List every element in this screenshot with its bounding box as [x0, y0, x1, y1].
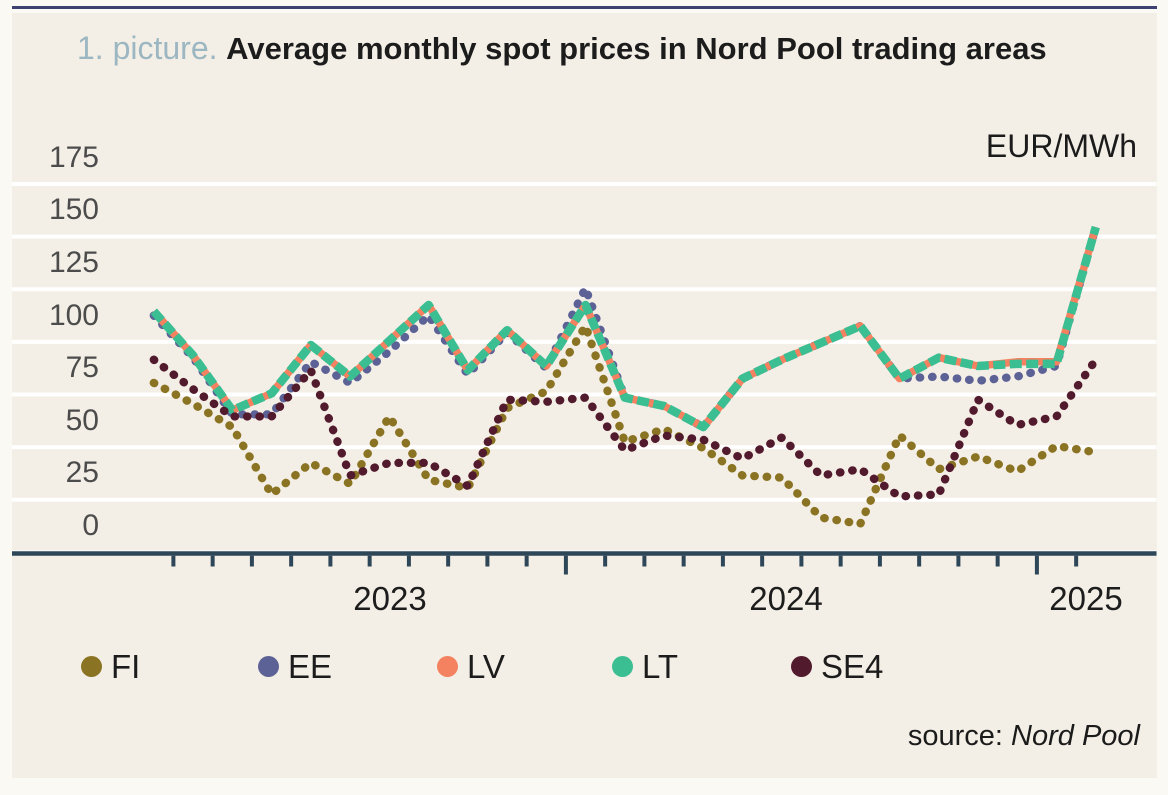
chart-title: 1. picture. Average monthly spot prices … — [77, 31, 1047, 66]
title-number: 1. picture. — [77, 30, 218, 66]
y-axis-label-175: 175 — [48, 140, 99, 174]
x-axis-label-2025: 2025 — [1049, 580, 1123, 617]
series-line-LT — [150, 225, 1100, 432]
source-note: source: Nord Pool — [908, 720, 1140, 753]
y-axis-label-50: 50 — [65, 403, 99, 437]
y-axis-label-0: 0 — [82, 509, 99, 542]
legend-dot-EE — [257, 655, 279, 677]
legend-label-LT: LT — [642, 648, 679, 685]
legend-label-LV: LV — [467, 648, 505, 685]
y-axis-unit-label: EUR/MWh — [985, 128, 1137, 164]
y-axis-label-150: 150 — [48, 193, 99, 227]
source-label: source: — [907, 720, 1012, 752]
x-axis-label-2024: 2024 — [749, 580, 823, 617]
y-axis-label-125: 125 — [48, 245, 99, 279]
legend-dot-LT — [611, 655, 633, 677]
y-axis-label-100: 100 — [48, 298, 99, 332]
legend-label-EE: EE — [288, 648, 333, 685]
legend-dot-FI — [80, 655, 102, 677]
source-name: Nord Pool — [1011, 720, 1140, 752]
top-border-line — [12, 6, 1157, 9]
series-line-SE4 — [149, 355, 1100, 501]
legend-label-FI: FI — [111, 648, 141, 685]
legend-label-SE4: SE4 — [821, 648, 884, 685]
title-text: Average monthly spot prices in Nord Pool… — [226, 31, 1047, 66]
y-axis-label-75: 75 — [65, 351, 99, 385]
legend-dot-LV — [436, 655, 458, 677]
legend-dot-SE4 — [790, 655, 812, 677]
y-axis-label-25: 25 — [65, 456, 99, 490]
x-axis-label-2023: 2023 — [353, 580, 427, 617]
series-line-FI — [149, 321, 1100, 529]
